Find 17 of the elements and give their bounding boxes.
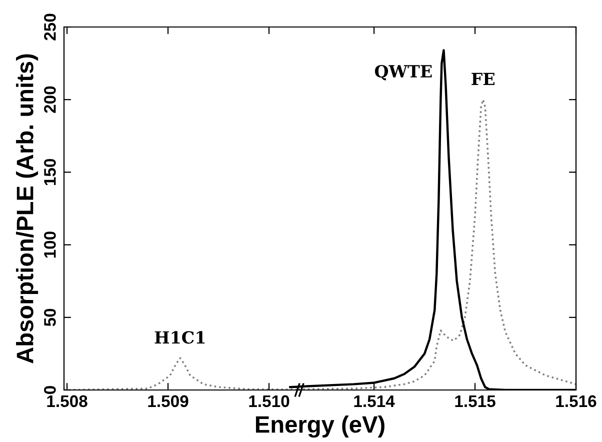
y-axis-title: Absorption/PLE (Arb. units) (16, 54, 38, 364)
y-tick-label: 100 (44, 232, 56, 258)
y-tick-label: 50 (44, 308, 56, 326)
y-tick-label: 200 (44, 86, 56, 113)
x-tick-label: 1.508 (47, 395, 88, 408)
x-tick-label: 1.516 (556, 395, 596, 408)
annotation: H1C1 (154, 331, 205, 344)
y-tick-label: 0 (44, 386, 56, 394)
x-tick-label: 1.510 (249, 395, 290, 408)
annotation: QWTE (374, 64, 432, 80)
y-tick-label: 250 (44, 14, 56, 40)
x-tick-label: 1.515 (455, 395, 496, 408)
annotation: FE (472, 72, 495, 86)
x-axis-title: Energy (eV) (256, 415, 384, 438)
y-tick-label: 150 (44, 158, 56, 186)
x-tick-label: 1.509 (148, 395, 188, 408)
x-tick-label: 1.514 (354, 395, 395, 408)
